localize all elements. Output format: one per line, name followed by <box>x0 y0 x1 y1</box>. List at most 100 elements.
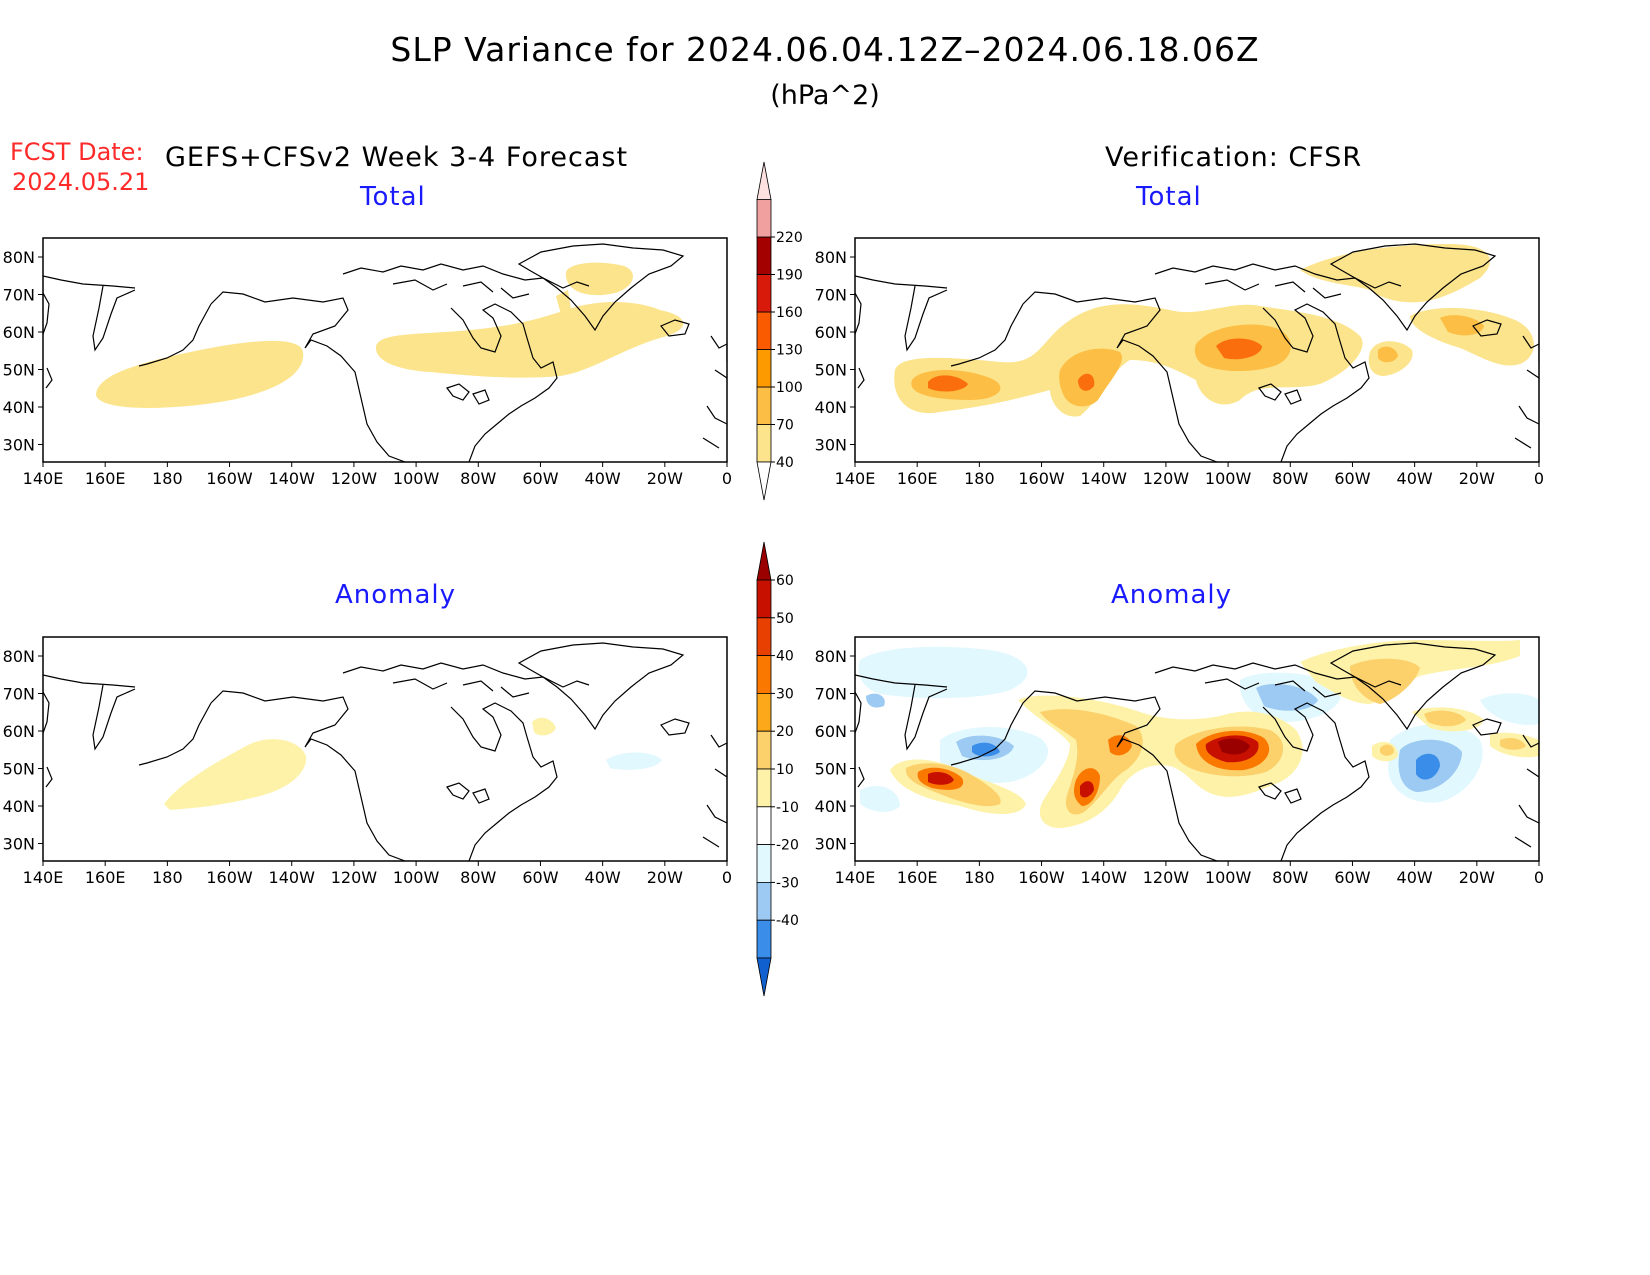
colorbar-segment <box>756 693 772 732</box>
forecast-column-heading: GEFS+CFSv2 Week 3-4 Forecast <box>165 142 629 173</box>
lon-label: 140W <box>269 868 316 887</box>
lat-label: 40N <box>3 398 35 417</box>
lon-label: 160E <box>897 868 938 887</box>
lon-label: 120W <box>331 469 378 488</box>
map-verification-anomaly <box>854 636 1540 862</box>
panel-title-forecast-anomaly: Anomaly <box>335 580 457 610</box>
colorbar-segment <box>756 161 772 200</box>
lon-label: 60W <box>1334 469 1370 488</box>
colorbar-total: 40 70 100 130 160 190 220 <box>756 161 803 501</box>
lon-label: 80W <box>1272 469 1308 488</box>
lon-label: 120W <box>331 868 378 887</box>
forecast-date-label: FCST Date: <box>10 138 144 166</box>
lon-label: 80W <box>460 469 496 488</box>
lat-label: 50N <box>3 760 35 779</box>
lon-label: 140E <box>23 469 64 488</box>
colorbar-segment <box>756 882 772 921</box>
lat-label: 70N <box>3 286 35 305</box>
lon-label: 140E <box>835 868 876 887</box>
lat-label: 30N <box>3 436 35 455</box>
lat-label: 70N <box>815 286 847 305</box>
lat-label: 70N <box>3 685 35 704</box>
map-forecast-total <box>42 237 728 463</box>
lon-label: 100W <box>393 469 440 488</box>
lon-label: 20W <box>1459 469 1495 488</box>
lon-label: 160W <box>206 868 253 887</box>
map-forecast-anomaly <box>42 636 728 862</box>
colorbar-anomaly: 60 50 40 30 20 10 -10 -20 -30 -40 <box>756 541 799 997</box>
lat-label: 30N <box>3 835 35 854</box>
lon-label: 40W <box>1397 469 1433 488</box>
colorbar-label: 40 <box>776 649 794 665</box>
lat-label: 40N <box>815 797 847 816</box>
colorbar-label: 10 <box>776 762 794 778</box>
colorbar-label: -30 <box>776 875 799 891</box>
lat-label: 80N <box>815 248 847 267</box>
lat-label: 50N <box>3 361 35 380</box>
colorbar-segment <box>756 768 772 808</box>
colorbar-segment <box>756 919 772 959</box>
lat-label: 60N <box>3 722 35 741</box>
lon-label: 20W <box>1459 868 1495 887</box>
lon-label: 80W <box>1272 868 1308 887</box>
colorbar-segment <box>756 655 772 694</box>
colorbar-label: 30 <box>776 686 794 702</box>
colorbar-segment <box>756 236 772 275</box>
lat-label: 50N <box>815 361 847 380</box>
forecast-date-value: 2024.05.21 <box>12 168 150 196</box>
lon-label: 40W <box>1397 868 1433 887</box>
colorbar-segment <box>756 311 772 350</box>
colorbar-label: 40 <box>776 455 794 471</box>
lon-label: 140W <box>269 469 316 488</box>
figure-title: SLP Variance for 2024.06.04.12Z–2024.06.… <box>390 30 1260 69</box>
colorbar-label: 50 <box>776 611 794 627</box>
lat-label: 60N <box>815 323 847 342</box>
lat-label: 80N <box>815 647 847 666</box>
panel-title-forecast-total: Total <box>360 182 426 212</box>
lat-label: 80N <box>3 248 35 267</box>
colorbar-segment <box>756 386 772 425</box>
lon-label: 100W <box>1205 469 1252 488</box>
panel-title-verification-total: Total <box>1136 182 1202 212</box>
lon-label: 60W <box>522 469 558 488</box>
lon-label: 60W <box>522 868 558 887</box>
map-verification-total <box>854 237 1540 463</box>
lon-label: 80W <box>460 868 496 887</box>
lon-label: 0 <box>1534 469 1544 488</box>
colorbar-label: -40 <box>776 913 799 929</box>
lon-label: 0 <box>722 469 732 488</box>
colorbar-segment <box>756 806 772 845</box>
lat-label: 30N <box>815 436 847 455</box>
lon-label: 160E <box>85 469 126 488</box>
figure-units: (hPa^2) <box>770 80 880 111</box>
colorbar-label: 130 <box>776 343 803 359</box>
lat-label: 70N <box>815 685 847 704</box>
lon-label: 20W <box>647 868 683 887</box>
lon-label: 20W <box>647 469 683 488</box>
lon-label: 0 <box>722 868 732 887</box>
lon-label: 160W <box>1018 868 1065 887</box>
panel-title-verification-anomaly: Anomaly <box>1111 580 1233 610</box>
colorbar-label: 220 <box>776 230 803 246</box>
colorbar-segment <box>756 579 772 619</box>
lon-label: 120W <box>1143 469 1190 488</box>
colorbar-segment <box>756 844 772 883</box>
colorbar-label: 100 <box>776 380 803 396</box>
lon-label: 180 <box>964 469 995 488</box>
lon-label: 160W <box>206 469 253 488</box>
lon-label: 140E <box>835 469 876 488</box>
lon-label: 140W <box>1081 868 1128 887</box>
colorbar-label: 20 <box>776 724 794 740</box>
lon-label: 120W <box>1143 868 1190 887</box>
colorbar-segment <box>756 349 772 388</box>
lon-label: 100W <box>393 868 440 887</box>
lon-label: 160W <box>1018 469 1065 488</box>
lon-label: 180 <box>152 469 183 488</box>
lon-label: 140E <box>23 868 64 887</box>
lat-label: 40N <box>3 797 35 816</box>
lon-label: 160E <box>85 868 126 887</box>
lon-label: 100W <box>1205 868 1252 887</box>
lon-label: 60W <box>1334 868 1370 887</box>
lat-label: 80N <box>3 647 35 666</box>
